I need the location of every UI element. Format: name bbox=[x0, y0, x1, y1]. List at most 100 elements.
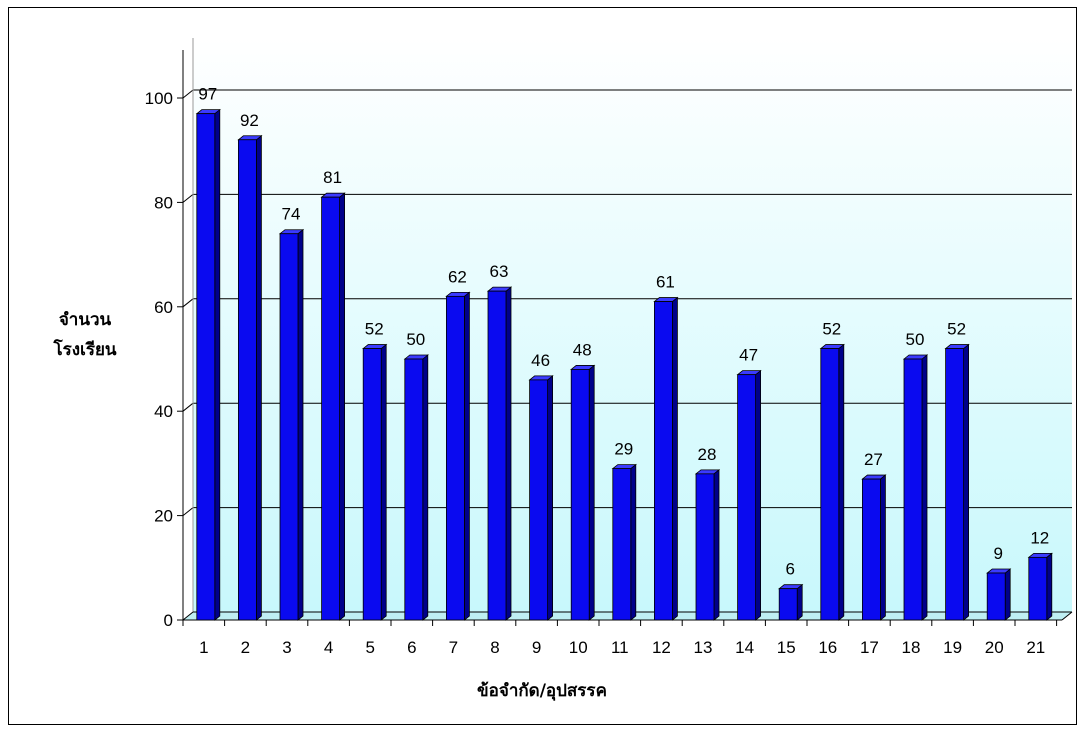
bar bbox=[445, 291, 471, 621]
bar-front bbox=[695, 473, 715, 621]
floor-left-edge bbox=[182, 611, 194, 621]
bar-side bbox=[588, 364, 595, 621]
data-label: 74 bbox=[282, 205, 301, 224]
x-tick-label: 6 bbox=[407, 638, 416, 657]
x-tick-label: 2 bbox=[241, 638, 250, 657]
bar-side bbox=[838, 343, 845, 621]
bar-side bbox=[422, 354, 429, 621]
x-tick-label: 12 bbox=[652, 638, 671, 657]
x-tick-label: 5 bbox=[365, 638, 374, 657]
bars bbox=[195, 108, 1053, 621]
data-label: 29 bbox=[614, 440, 633, 459]
bar-front bbox=[279, 233, 299, 621]
data-label: 92 bbox=[240, 111, 259, 130]
bar bbox=[611, 463, 637, 621]
data-label: 6 bbox=[785, 560, 794, 579]
x-tick-label: 9 bbox=[532, 638, 541, 657]
bar bbox=[694, 469, 721, 621]
bar-side bbox=[713, 469, 720, 621]
x-tick-label: 18 bbox=[902, 638, 921, 657]
data-label: 50 bbox=[906, 330, 925, 349]
y-tick-label: 60 bbox=[154, 298, 173, 317]
bar-front bbox=[820, 348, 840, 621]
x-axis-title: ข้อจำกัด/อุปสรรค bbox=[477, 681, 607, 701]
bar bbox=[528, 375, 554, 621]
bar-side bbox=[505, 286, 512, 621]
x-tick-label: 4 bbox=[324, 638, 333, 657]
floor-edge bbox=[1061, 611, 1073, 621]
data-label: 61 bbox=[656, 273, 675, 292]
y-tick-label: 100 bbox=[145, 89, 173, 108]
x-tick-label: 13 bbox=[694, 638, 713, 657]
x-tick-label: 17 bbox=[860, 638, 879, 657]
bar bbox=[778, 583, 804, 621]
bar-side bbox=[963, 343, 969, 621]
data-label: 48 bbox=[573, 340, 592, 359]
data-label: 46 bbox=[531, 351, 550, 370]
bar-side bbox=[463, 291, 470, 621]
bar bbox=[902, 354, 929, 621]
bar bbox=[736, 369, 762, 621]
x-tick-label: 8 bbox=[490, 638, 499, 657]
x-tick-label: 16 bbox=[818, 638, 837, 657]
bar-side bbox=[380, 343, 387, 621]
bar-front bbox=[321, 196, 341, 621]
x-tick-label: 7 bbox=[449, 638, 458, 657]
bar-side bbox=[255, 134, 262, 621]
bar bbox=[403, 354, 429, 621]
data-label: 62 bbox=[448, 267, 467, 286]
x-tick-label: 21 bbox=[1026, 638, 1045, 657]
bar-front bbox=[529, 379, 548, 621]
bar-front bbox=[778, 588, 798, 621]
x-tick-label: 14 bbox=[735, 638, 754, 657]
bar-side bbox=[1004, 568, 1011, 621]
y-tick-label: 80 bbox=[154, 193, 173, 212]
data-label: 52 bbox=[365, 320, 384, 339]
gridline-diag bbox=[182, 194, 194, 203]
y-tick-label: 20 bbox=[154, 507, 173, 526]
bar-front bbox=[1028, 556, 1048, 621]
bar bbox=[278, 228, 305, 621]
bar bbox=[944, 343, 970, 621]
bar-front bbox=[196, 113, 216, 621]
bar-side bbox=[1046, 552, 1053, 621]
bar-front bbox=[237, 139, 257, 621]
bar bbox=[986, 568, 1012, 621]
x-tick-label: 3 bbox=[282, 638, 291, 657]
data-label: 63 bbox=[490, 262, 509, 281]
bar-side bbox=[630, 463, 637, 621]
bar-front bbox=[986, 572, 1006, 621]
y-axis-title-line-2: โรงเรียน bbox=[52, 339, 116, 360]
x-tick-label: 1 bbox=[199, 638, 208, 657]
x-tick-label: 11 bbox=[611, 638, 629, 657]
bar-front bbox=[570, 369, 590, 621]
y-tick-label: 40 bbox=[154, 402, 173, 421]
bar bbox=[819, 343, 845, 621]
bar bbox=[486, 286, 513, 621]
bar-front bbox=[487, 290, 507, 621]
bar-side bbox=[880, 474, 886, 621]
bar bbox=[1027, 552, 1053, 621]
gridline-diag bbox=[182, 507, 194, 516]
bar-front bbox=[737, 374, 756, 621]
y-tick-label: 0 bbox=[164, 611, 173, 630]
bar bbox=[195, 108, 221, 621]
bar-side bbox=[214, 108, 221, 621]
x-tick-label: 15 bbox=[777, 638, 796, 657]
bar-side bbox=[339, 192, 346, 621]
data-label: 28 bbox=[698, 445, 717, 464]
bar-side bbox=[672, 296, 678, 621]
y-tick-labels: 0 20 40 60 80 100 bbox=[145, 89, 173, 630]
bar bbox=[861, 474, 887, 621]
bar bbox=[570, 364, 596, 621]
x-tick-label: 19 bbox=[943, 638, 962, 657]
bar-front bbox=[362, 348, 382, 621]
bar-front bbox=[862, 478, 881, 621]
bar bbox=[653, 296, 679, 621]
chart-frame: 97 92 74 81 52 50 62 63 46 48 29 61 28 47 6 52 27 50 52 9 12… bbox=[8, 7, 1077, 725]
data-labels: 97 92 74 81 52 50 62 63 46 48 29 61 28 47 6 52 27 50 52 9 12 bbox=[198, 85, 1049, 579]
bar-front bbox=[404, 358, 424, 621]
bar-side bbox=[755, 369, 761, 621]
gridline-diag bbox=[182, 402, 194, 412]
